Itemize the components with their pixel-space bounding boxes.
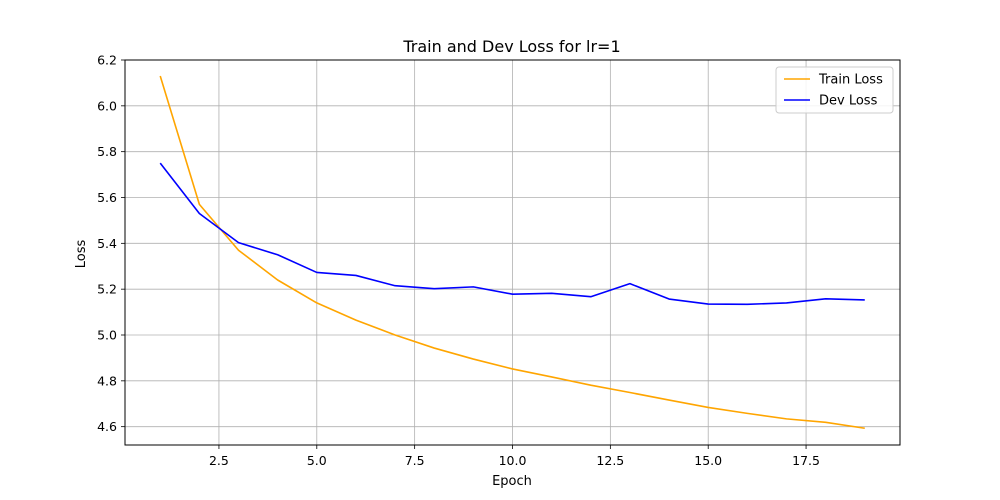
legend-label-train-loss: Train Loss bbox=[818, 73, 883, 88]
y-tick-label: 6.2 bbox=[97, 53, 117, 68]
y-axis-label: Loss bbox=[74, 240, 89, 269]
grid-lines bbox=[125, 59, 900, 445]
legend: Train Loss Dev Loss bbox=[775, 66, 894, 114]
series-lines bbox=[159, 75, 865, 430]
x-tick-label: 15.0 bbox=[694, 453, 722, 468]
y-tick-label: 5.8 bbox=[97, 144, 117, 159]
x-tick-label: 10.0 bbox=[499, 453, 527, 468]
dev-loss-line bbox=[159, 162, 865, 306]
y-tick-label: 4.6 bbox=[97, 419, 117, 434]
x-tick-label: 7.5 bbox=[405, 453, 425, 468]
train-loss-line bbox=[159, 75, 865, 430]
x-tick-label: 5.0 bbox=[307, 453, 327, 468]
y-tick-label: 5.6 bbox=[97, 190, 117, 205]
x-tick-label: 2.5 bbox=[209, 453, 229, 468]
y-tick-label: 5.4 bbox=[97, 236, 117, 251]
x-tick-label: 12.5 bbox=[596, 453, 624, 468]
x-axis-label: Epoch bbox=[492, 474, 532, 489]
y-tick-label: 6.0 bbox=[97, 98, 117, 113]
axis-ticks: 2.5 5.0 7.5 10.0 12.5 15.0 17.5 4.6 4.8 5.0 5.2 5.4… bbox=[97, 53, 820, 469]
y-tick-label: 4.8 bbox=[97, 373, 117, 388]
y-tick-label: 5.0 bbox=[97, 328, 117, 343]
y-tick-label: 5.2 bbox=[97, 282, 117, 297]
x-tick-label: 17.5 bbox=[792, 453, 820, 468]
legend-label-dev-loss: Dev Loss bbox=[819, 94, 878, 109]
chart-title: Train and Dev Loss for lr=1 bbox=[402, 37, 620, 56]
